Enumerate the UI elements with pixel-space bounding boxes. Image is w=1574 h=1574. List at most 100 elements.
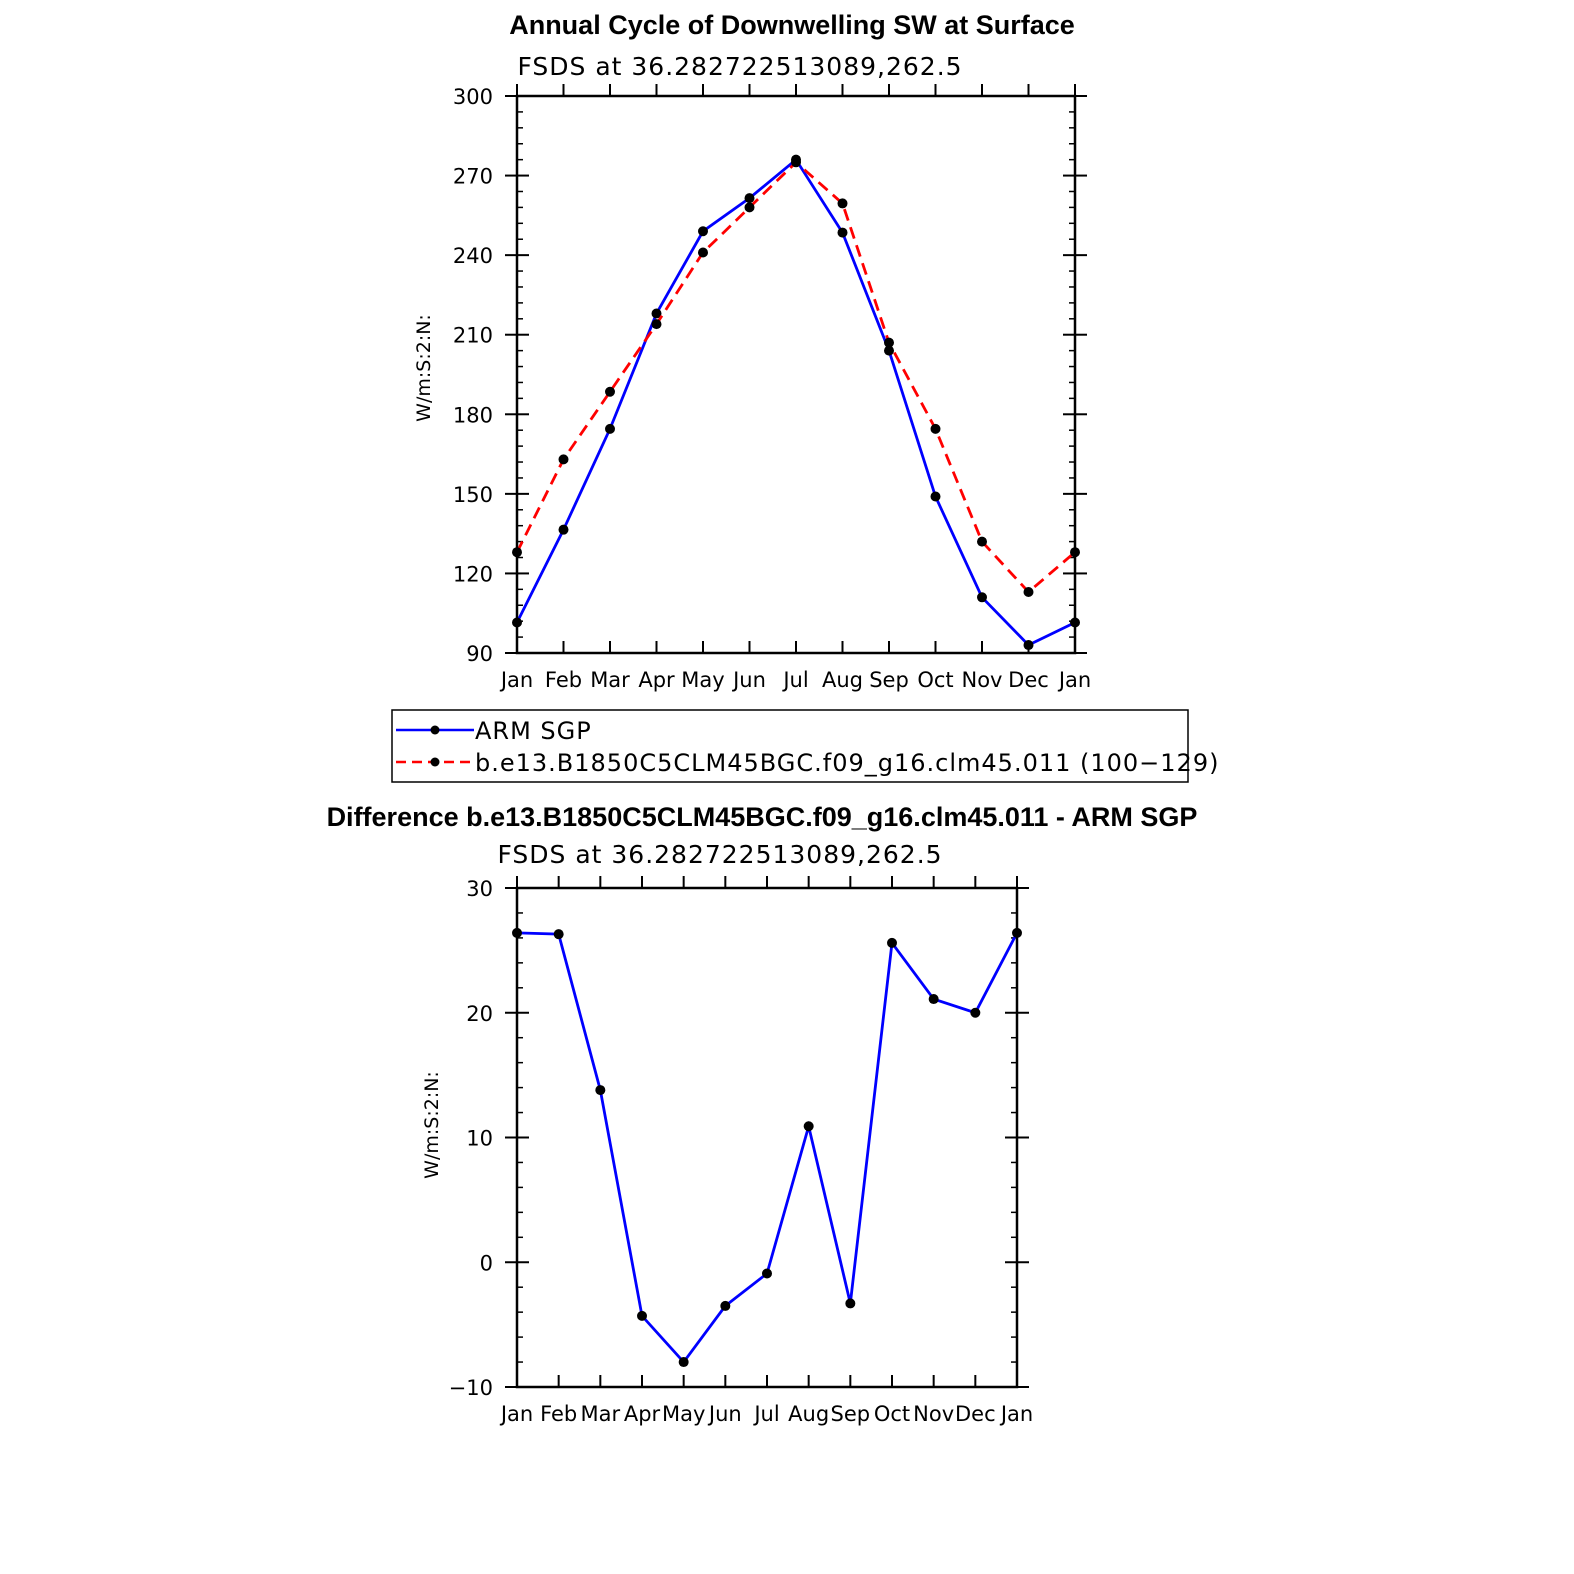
x-tick-label: Oct — [917, 668, 953, 692]
data-point — [512, 547, 522, 558]
x-tick-label: Dec — [955, 1402, 996, 1426]
data-point — [837, 198, 848, 209]
x-tick-label: Jan — [499, 668, 533, 692]
series-group — [512, 154, 1080, 651]
difference-chart: Difference b.e13.B1850C5CLM45BGC.f09_g16… — [327, 802, 1198, 1426]
x-tick-label: Feb — [545, 668, 582, 692]
x-tick-label: Nov — [962, 668, 1003, 692]
legend-marker-arm — [430, 725, 440, 735]
y-tick-label: 210 — [453, 324, 493, 348]
x-tick-label: Jan — [499, 1402, 533, 1426]
data-point — [744, 193, 755, 204]
x-tick-label: Jan — [999, 1402, 1033, 1426]
data-point — [803, 1121, 814, 1132]
plot-border — [515, 886, 1019, 1389]
x-tick-label: Nov — [913, 1402, 954, 1426]
data-point — [1023, 640, 1034, 651]
x-tick-label: Sep — [869, 668, 909, 692]
chart-subtitle: FSDS at 36.282722513089,262.5 — [517, 52, 962, 81]
x-tick-label: Aug — [822, 668, 863, 692]
legend-label-model: b.e13.B1850C5CLM45BGC.f09_g16.clm45.011 … — [475, 749, 1219, 777]
series-line-0 — [516, 931, 1019, 1365]
y-tick-label: −10 — [449, 1376, 493, 1400]
chart-subtitle: FSDS at 36.282722513089,262.5 — [497, 840, 942, 869]
data-point — [744, 202, 755, 213]
x-tick-label: Oct — [874, 1402, 910, 1426]
legend-marker-model — [430, 757, 440, 767]
data-point — [1023, 586, 1034, 597]
annual-cycle-chart: Annual Cycle of Downwelling SW at Surfac… — [413, 10, 1091, 692]
data-point — [977, 592, 987, 603]
plot-frame: Jan Feb Mar Apr May Jun Jul Aug Sep Oct Nov Dec Jan−… — [449, 876, 1033, 1426]
y-tick-label: 270 — [453, 165, 493, 189]
x-tick-label: Mar — [590, 668, 630, 692]
x-tick-label: Mar — [581, 1402, 621, 1426]
y-tick-label: 180 — [453, 403, 493, 427]
plot-border — [515, 94, 1077, 655]
data-point — [558, 524, 569, 535]
data-point — [637, 1310, 647, 1321]
x-tick-label: Apr — [638, 668, 675, 692]
series-line-0 — [515, 157, 1076, 647]
data-point — [512, 927, 522, 938]
x-tick-label: May — [681, 668, 724, 692]
data-point — [651, 308, 662, 319]
data-point — [970, 1007, 981, 1018]
data-point — [720, 1300, 731, 1311]
y-tick-label: 20 — [466, 1002, 493, 1026]
data-point — [837, 227, 848, 238]
data-point — [930, 491, 941, 502]
y-axis-label: W/m:S:2:N: — [413, 314, 435, 422]
data-point — [928, 994, 939, 1005]
x-tick-label: Jan — [1057, 668, 1091, 692]
data-point — [1012, 927, 1022, 938]
data-point — [698, 247, 708, 258]
x-tick-label: Aug — [788, 1402, 829, 1426]
x-tick-label: Dec — [1008, 668, 1049, 692]
x-tick-label: May — [662, 1402, 705, 1426]
y-tick-label: 0 — [480, 1251, 493, 1275]
data-point — [558, 454, 569, 465]
data-point — [678, 1357, 689, 1368]
data-point — [698, 226, 708, 237]
y-tick-label: 300 — [453, 85, 493, 109]
x-tick-label: Sep — [831, 1402, 871, 1426]
x-tick-label: Jun — [731, 668, 766, 692]
y-tick-label: 120 — [453, 562, 493, 586]
chart-title: Difference b.e13.B1850C5CLM45BGC.f09_g16… — [327, 802, 1198, 832]
data-point — [595, 1085, 606, 1096]
data-point — [884, 345, 894, 356]
data-point — [1070, 617, 1080, 628]
data-point — [762, 1268, 772, 1279]
data-point — [791, 157, 801, 168]
legend-label-arm: ARM SGP — [475, 717, 592, 745]
data-point — [553, 929, 564, 940]
legend: ARM SGP b.e13.B1850C5CLM45BGC.f09_g16.cl… — [391, 709, 1219, 783]
data-point — [1070, 547, 1080, 558]
y-axis-label: W/m:S:2:N: — [421, 1071, 443, 1179]
y-tick-label: 240 — [453, 244, 493, 268]
y-tick-label: 150 — [453, 483, 493, 507]
x-tick-label: Jun — [707, 1402, 742, 1426]
y-tick-label: 10 — [466, 1127, 493, 1151]
data-point — [605, 386, 615, 397]
series-group — [512, 927, 1022, 1368]
y-tick-label: 90 — [466, 642, 493, 666]
x-tick-label: Jul — [752, 1402, 779, 1426]
legend-box — [391, 709, 1189, 783]
data-point — [884, 337, 894, 348]
x-tick-label: Apr — [624, 1402, 661, 1426]
data-point — [651, 319, 662, 330]
data-point — [512, 617, 522, 628]
series-line-1 — [515, 160, 1076, 594]
x-tick-label: Feb — [540, 1402, 577, 1426]
y-tick-label: 30 — [466, 877, 493, 901]
plot-frame: Jan Feb Mar Apr May Jun Jul Aug Sep Oct Nov Dec Jan9… — [453, 84, 1091, 692]
data-point — [605, 423, 615, 434]
x-tick-label: Jul — [781, 668, 808, 692]
chart-title: Annual Cycle of Downwelling SW at Surfac… — [509, 10, 1075, 40]
data-point — [887, 937, 897, 948]
data-point — [930, 423, 941, 434]
data-point — [845, 1298, 856, 1309]
